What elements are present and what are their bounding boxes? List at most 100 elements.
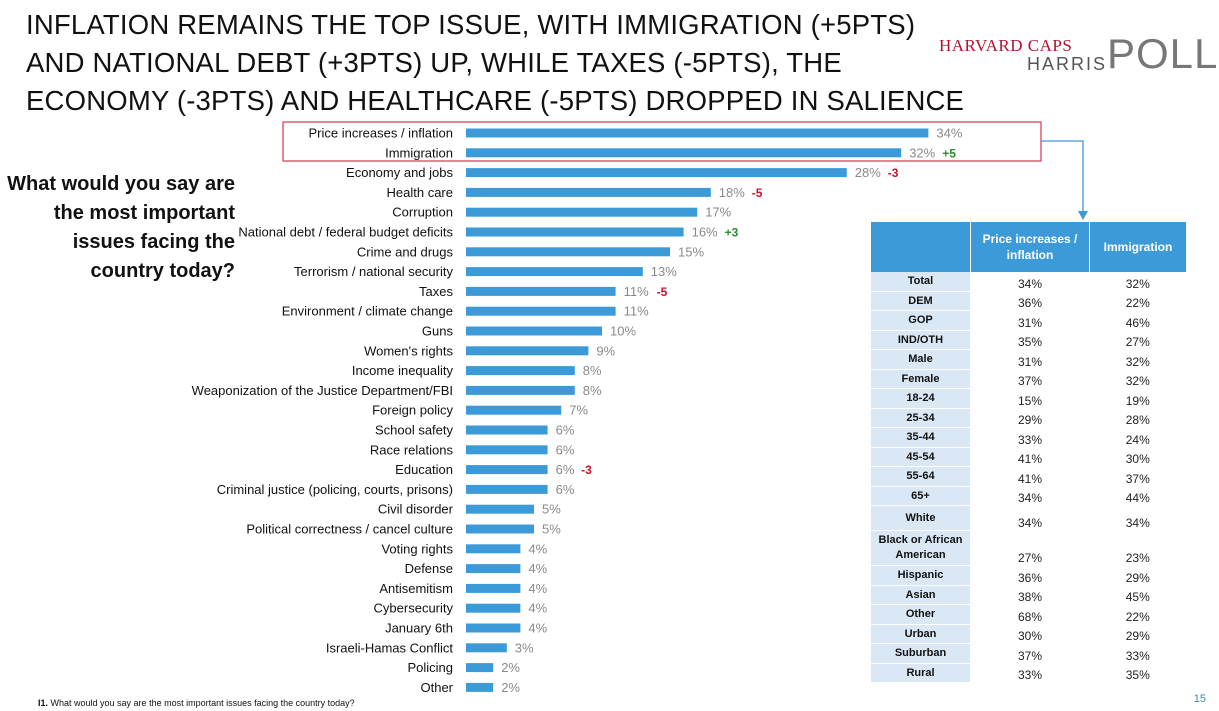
bar: [466, 227, 684, 237]
bar: [466, 286, 616, 296]
crosstab-cell-immigration: 22%: [1089, 604, 1187, 625]
crosstab-cell-immigration: 28%: [1089, 408, 1187, 428]
crosstab-cell-inflation: 27%: [970, 530, 1090, 566]
crosstab-cell-inflation: 37%: [970, 369, 1090, 389]
value-label: 9%: [596, 343, 615, 358]
crosstab-row: 65+ 34% 44%: [871, 486, 1187, 506]
bar: [466, 643, 507, 653]
crosstab-cell-immigration: 30%: [1089, 447, 1187, 467]
crosstab-row-label: 55-64: [871, 466, 971, 487]
category-label: Terrorism / national security: [294, 264, 453, 279]
harvard-caps-harris-poll-logo: HARVARD CAPS HARRIS POLL: [939, 30, 1217, 78]
change-label: -3: [581, 463, 592, 477]
crosstab-row: Black or African American 27% 23%: [871, 530, 1187, 566]
category-label: Voting rights: [381, 541, 453, 556]
value-label: 8%: [583, 363, 602, 378]
crosstab-row: DEM 36% 22%: [871, 291, 1187, 311]
logo-line-harvard-caps: HARVARD CAPS: [939, 36, 1073, 55]
crosstab-row-label: Female: [871, 369, 971, 389]
crosstab-row-label: Total: [871, 272, 971, 292]
crosstab-cell-inflation: 29%: [970, 408, 1090, 428]
crosstab-cell-inflation: 35%: [970, 330, 1090, 350]
logo-line-poll: POLL: [1107, 30, 1219, 77]
crosstab-cell-inflation: 30%: [970, 624, 1090, 644]
bar: [466, 564, 521, 574]
value-label: 16%: [692, 225, 718, 240]
value-label: 2%: [501, 680, 520, 695]
crosstab-row-label: 35-44: [871, 427, 971, 448]
category-label: January 6th: [385, 621, 453, 636]
bar: [466, 504, 534, 514]
crosstab-row: Male 31% 32%: [871, 349, 1187, 370]
value-label: 28%: [855, 165, 881, 180]
arrow-head-icon: [1078, 211, 1088, 220]
change-label: +5: [942, 146, 956, 160]
bar: [466, 682, 494, 692]
bar: [466, 346, 589, 356]
bar: [466, 267, 643, 277]
category-label: Price increases / inflation: [308, 126, 453, 141]
category-label: Taxes: [419, 284, 453, 299]
crosstab-row-label: GOP: [871, 310, 971, 331]
crosstab-cell-immigration: 29%: [1089, 624, 1187, 644]
crosstab-row-label: IND/OTH: [871, 330, 971, 350]
crosstab-row-label: Rural: [871, 663, 971, 683]
value-label: 17%: [705, 205, 731, 220]
value-label: 4%: [528, 561, 547, 576]
crosstab-cell-immigration: 29%: [1089, 565, 1187, 586]
category-label: Israeli-Hamas Conflict: [326, 640, 454, 655]
crosstab-cell-immigration: 19%: [1089, 388, 1187, 409]
crosstab-cell-immigration: 35%: [1089, 663, 1187, 683]
crosstab-cell-inflation: 37%: [970, 643, 1090, 664]
category-label: Crime and drugs: [357, 244, 454, 259]
crosstab-row-label: 25-34: [871, 408, 971, 428]
crosstab-row-label: 45-54: [871, 447, 971, 467]
value-label: 2%: [501, 660, 520, 675]
crosstab-row-label: Urban: [871, 624, 971, 644]
crosstab-row-label: Black or African American: [871, 530, 971, 566]
crosstab-row: 25-34 29% 28%: [871, 408, 1187, 428]
bar: [466, 168, 847, 178]
category-label: Weaponization of the Justice Department/…: [192, 383, 453, 398]
bar: [466, 524, 534, 534]
crosstab-cell-immigration: 44%: [1089, 486, 1187, 506]
change-label: -5: [752, 186, 763, 200]
crosstab-row: 35-44 33% 24%: [871, 427, 1187, 448]
bar: [466, 366, 575, 376]
value-label: 6%: [556, 442, 575, 457]
category-label: Other: [420, 680, 453, 695]
crosstab-row: Hispanic 36% 29%: [871, 565, 1187, 586]
category-label: Health care: [387, 185, 453, 200]
category-label: Defense: [405, 561, 453, 576]
connector-line: [1041, 140, 1084, 212]
crosstab-row: 55-64 41% 37%: [871, 466, 1187, 487]
bar: [466, 544, 521, 554]
value-label: 5%: [542, 502, 561, 517]
bar: [466, 425, 548, 435]
headline-line: AND NATIONAL DEBT (+3PTS) UP, WHILE TAXE…: [26, 47, 842, 78]
value-label: 5%: [542, 522, 561, 537]
crosstab-row-label: Asian: [871, 585, 971, 605]
value-label: 10%: [610, 324, 636, 339]
crosstab-row: Other 68% 22%: [871, 604, 1187, 625]
bar: [466, 207, 698, 217]
bar: [466, 128, 929, 138]
bar: [466, 603, 521, 613]
category-label: Education: [395, 462, 453, 477]
category-label: Antisemitism: [379, 581, 453, 596]
page-title: INFLATION REMAINS THE TOP ISSUE, WITH IM…: [26, 6, 964, 120]
value-label: 4%: [528, 601, 547, 616]
crosstab-cell-inflation: 31%: [970, 349, 1090, 370]
crosstab-row: IND/OTH 35% 27%: [871, 330, 1187, 350]
crosstab-cell-inflation: 36%: [970, 565, 1090, 586]
crosstab-cell-inflation: 68%: [970, 604, 1090, 625]
crosstab-row-label: Other: [871, 604, 971, 625]
category-label: Guns: [422, 324, 454, 339]
bar: [466, 385, 575, 395]
bar: [466, 148, 902, 158]
crosstab-row: Rural 33% 35%: [871, 663, 1187, 683]
bar: [466, 326, 602, 336]
category-label: Environment / climate change: [282, 304, 453, 319]
crosstab-row: Urban 30% 29%: [871, 624, 1187, 644]
